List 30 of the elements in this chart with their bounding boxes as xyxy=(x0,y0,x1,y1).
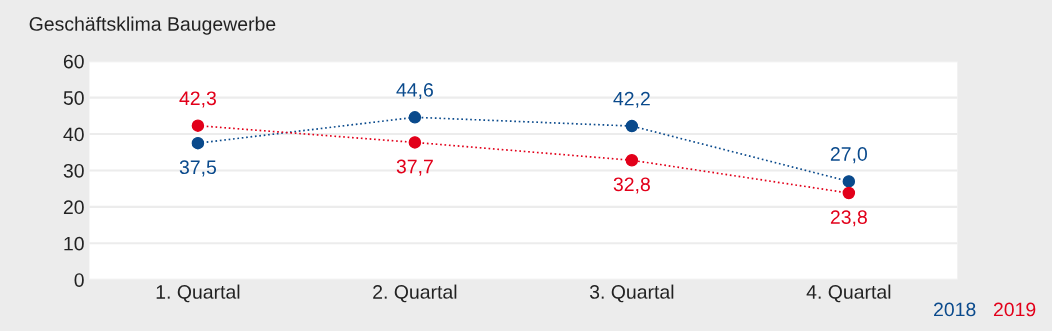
text: 2019 xyxy=(993,302,1036,317)
data-label: 37,5 xyxy=(179,160,217,177)
point xyxy=(842,186,856,200)
data-label: 42,2 xyxy=(613,91,650,108)
y-tick-label: 30 xyxy=(63,163,84,178)
point xyxy=(625,119,639,133)
y-tick-label: 0 xyxy=(74,273,84,287)
point xyxy=(408,136,422,149)
point xyxy=(842,175,856,188)
data-label: 44,6 xyxy=(396,83,433,100)
data-label: 42,3 xyxy=(179,91,216,108)
x-tick-label: 4. Quartal xyxy=(806,284,891,303)
x-tick-label: 2. Quartal xyxy=(373,284,457,303)
y-tick-label: 50 xyxy=(63,91,84,105)
y-tick-label: 60 xyxy=(63,54,84,69)
text: 2018 xyxy=(934,302,976,317)
point xyxy=(191,136,205,150)
point xyxy=(191,119,205,132)
data-label: 32,8 xyxy=(613,177,650,194)
y-tick-label: 10 xyxy=(64,236,84,251)
data-label: 37,7 xyxy=(396,159,433,176)
point xyxy=(408,111,422,124)
data-label: 27,0 xyxy=(830,147,867,164)
chart-title: Geschäftsklima Baugewerbe xyxy=(29,16,276,35)
data-label: 23,8 xyxy=(830,210,867,227)
y-tick-label: 20 xyxy=(63,200,84,215)
y-tick-label: 40 xyxy=(63,127,84,142)
point xyxy=(625,154,639,167)
x-tick-label: 3. Quartal xyxy=(589,284,674,303)
x-tick-label: 1. Quartal xyxy=(156,284,240,303)
